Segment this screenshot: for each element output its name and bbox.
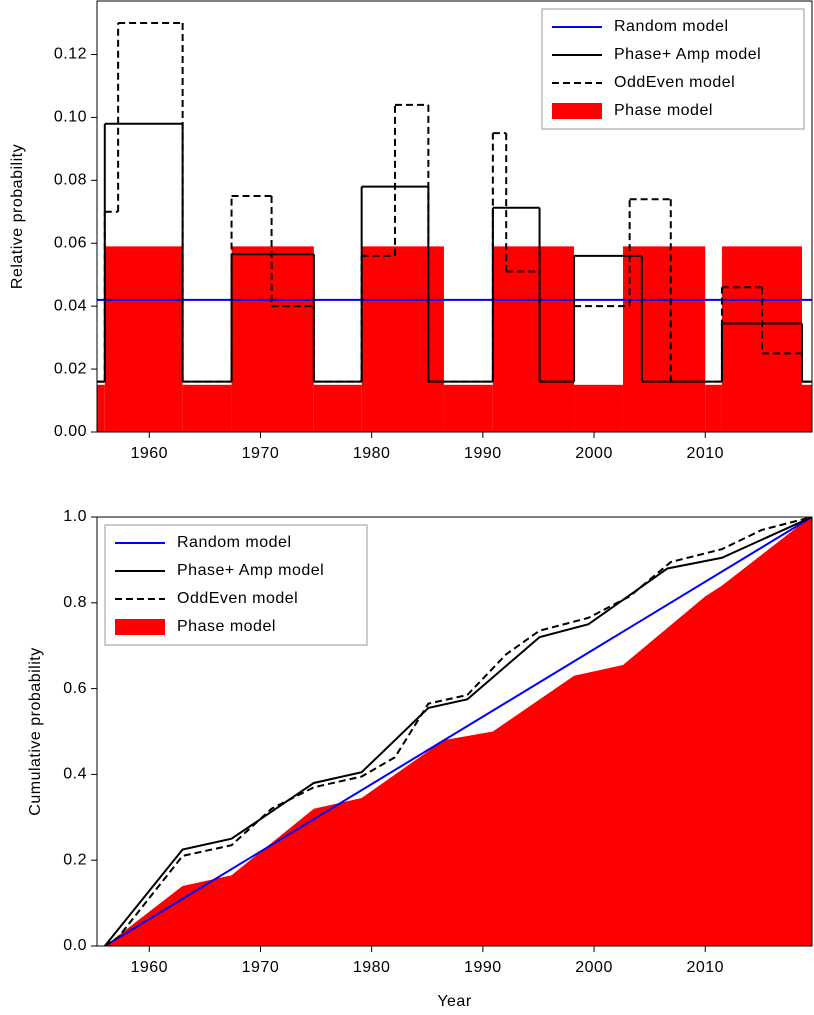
- x-tick-label: 1980: [353, 445, 391, 462]
- x-tick-label: 1960: [130, 959, 168, 976]
- y-tick-label: 1.0: [63, 508, 87, 525]
- plot-area: [97, 22, 812, 432]
- legend-label: Phase+ Amp model: [177, 562, 324, 579]
- y-tick-label: 0.10: [54, 109, 87, 126]
- y-tick-label: 0.06: [54, 234, 87, 251]
- plot-area: [104, 517, 812, 946]
- line: [104, 517, 812, 946]
- x-tick-label: 1960: [130, 445, 168, 462]
- bar: [361, 246, 444, 432]
- bar: [97, 384, 105, 432]
- line: [104, 517, 812, 946]
- y-tick-label: 0.2: [63, 851, 87, 868]
- y-tick-label: 0.8: [63, 594, 87, 611]
- bar: [801, 384, 812, 432]
- x-tick-label: 1980: [353, 959, 391, 976]
- y-tick-label: 0.0: [63, 937, 87, 954]
- line: [104, 517, 812, 946]
- plot-frame: [96, 516, 813, 947]
- legend-label: OddEven model: [614, 74, 735, 91]
- legend-label: OddEven model: [177, 590, 298, 607]
- legend-label: Phase model: [614, 102, 713, 119]
- plot-frame: [96, 0, 813, 433]
- bar: [231, 246, 314, 432]
- bar: [721, 246, 802, 432]
- y-axis-label: Cumulative probability: [27, 647, 44, 815]
- legend-swatch: [115, 619, 165, 635]
- y-tick-label: 0.08: [54, 172, 87, 189]
- x-tick-label: 2010: [686, 445, 724, 462]
- x-tick-label: 2000: [575, 959, 613, 976]
- y-tick-label: 0.04: [54, 297, 87, 314]
- bar: [492, 246, 575, 432]
- x-tick-label: 1990: [464, 445, 502, 462]
- bar: [705, 384, 722, 432]
- y-tick-label: 0.4: [63, 766, 87, 783]
- legend-label: Random model: [177, 534, 292, 551]
- y-tick-label: 0.6: [63, 680, 87, 697]
- bar: [622, 246, 706, 432]
- bar: [313, 384, 362, 432]
- bar: [574, 384, 623, 432]
- x-tick-label: 2010: [686, 959, 724, 976]
- legend-label: Phase+ Amp model: [614, 46, 761, 63]
- y-tick-label: 0.00: [54, 423, 87, 440]
- x-tick-label: 1970: [242, 445, 280, 462]
- legend: Random model Phase+ Amp model OddEven mode…: [541, 8, 805, 130]
- y-tick-label: 0.02: [54, 360, 87, 377]
- legend-swatch: [552, 103, 602, 119]
- legend-label: Random model: [614, 18, 729, 35]
- y-tick-label: 0.12: [54, 46, 87, 63]
- y-axis-label: Relative probability: [9, 144, 26, 289]
- x-tick-label: 1970: [242, 959, 280, 976]
- x-tick-label: 2000: [575, 445, 613, 462]
- legend: Random model Phase+ Amp model OddEven mode…: [104, 524, 368, 646]
- bar: [443, 384, 493, 432]
- bar: [104, 246, 183, 432]
- legend-label: Phase model: [177, 618, 276, 635]
- bar: [182, 384, 232, 432]
- x-axis-label: Year: [437, 993, 472, 1010]
- x-tick-label: 1990: [464, 959, 502, 976]
